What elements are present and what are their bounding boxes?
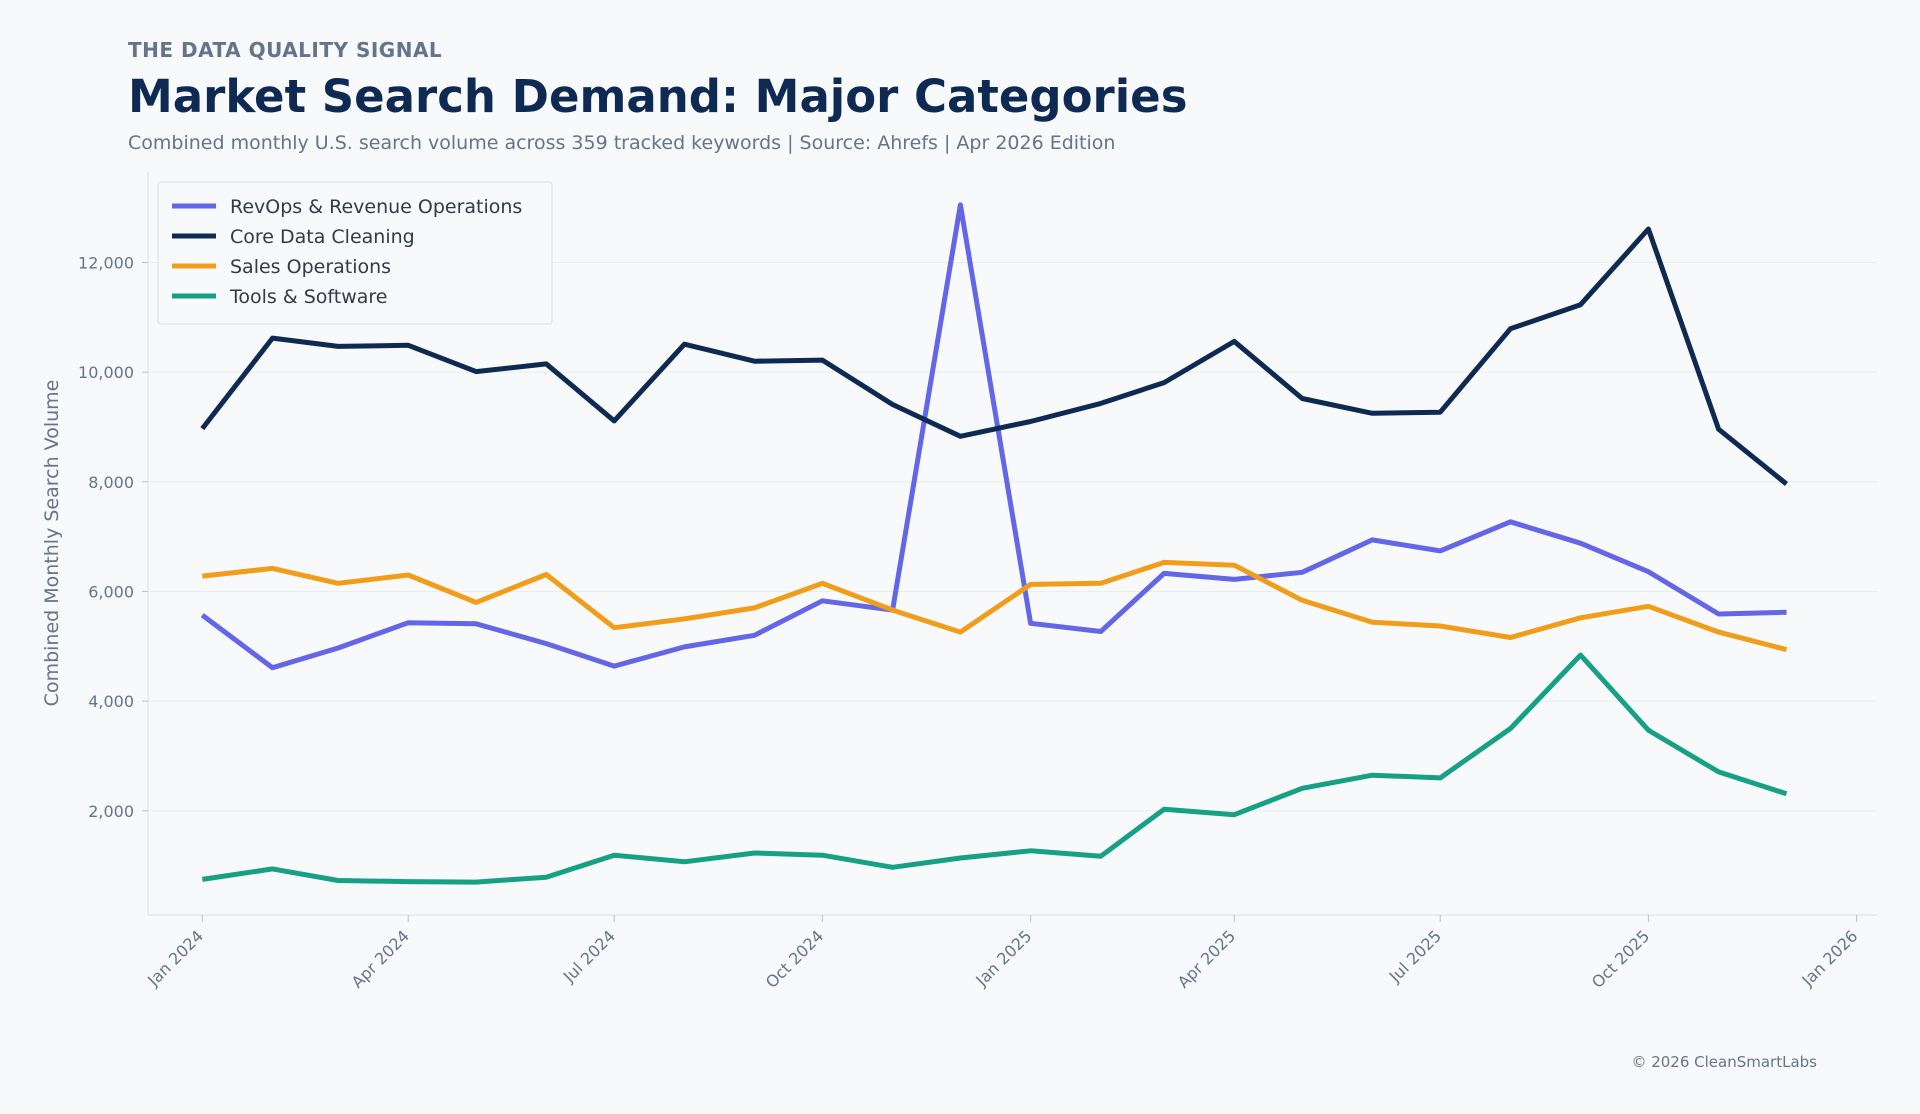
x-tick-label: Jan 2025	[971, 926, 1035, 990]
y-tick-label: 8,000	[88, 473, 134, 492]
legend-label: Core Data Cleaning	[230, 226, 415, 248]
x-tick-label: Apr 2025	[1174, 926, 1239, 991]
series-line-2	[200, 226, 1789, 486]
legend-label: Sales Operations	[230, 256, 391, 278]
legend-label: Tools & Software	[229, 286, 387, 308]
x-tick-label: Apr 2024	[348, 926, 413, 991]
x-tick-label: Jan 2026	[1797, 926, 1861, 990]
y-tick-label: 4,000	[88, 692, 134, 711]
y-tick-label: 10,000	[78, 363, 134, 382]
axes	[147, 172, 1877, 916]
legend: RevOps & Revenue Operations Core Data Cle…	[157, 181, 553, 325]
eyebrow-label: THE DATA QUALITY SIGNAL	[128, 38, 443, 62]
x-tick-label: Oct 2025	[1588, 926, 1653, 991]
series-line-4	[201, 652, 1788, 885]
legend-box	[157, 181, 553, 325]
x-tick-label: Jul 2024	[559, 926, 619, 986]
y-tick-label: 12,000	[78, 253, 134, 272]
y-ticks: 2,000 4,000 6,000 8,000 10,000 12,000	[78, 253, 148, 821]
copyright-footer: © 2026 CleanSmartLabs	[1631, 1053, 1817, 1071]
x-ticks: Jan 2024 Apr 2024 Jul 2024 Oct 2024 Jan 2025…	[143, 915, 1861, 992]
chart-title: Market Search Demand: Major Categories	[128, 70, 1188, 123]
series-line-1	[200, 202, 1787, 671]
x-tick-label: Jul 2025	[1385, 926, 1445, 986]
x-tick-label: Jan 2024	[143, 926, 207, 990]
x-tick-label: Oct 2024	[762, 926, 827, 991]
y-axis-title: Combined Monthly Search Volume	[41, 380, 63, 707]
series-lines	[200, 202, 1789, 885]
series-line-3	[202, 559, 1788, 653]
legend-label: RevOps & Revenue Operations	[230, 196, 522, 218]
y-tick-label: 2,000	[88, 802, 134, 821]
chart-subtitle: Combined monthly U.S. search volume acro…	[128, 132, 1116, 154]
y-tick-label: 6,000	[88, 582, 134, 601]
